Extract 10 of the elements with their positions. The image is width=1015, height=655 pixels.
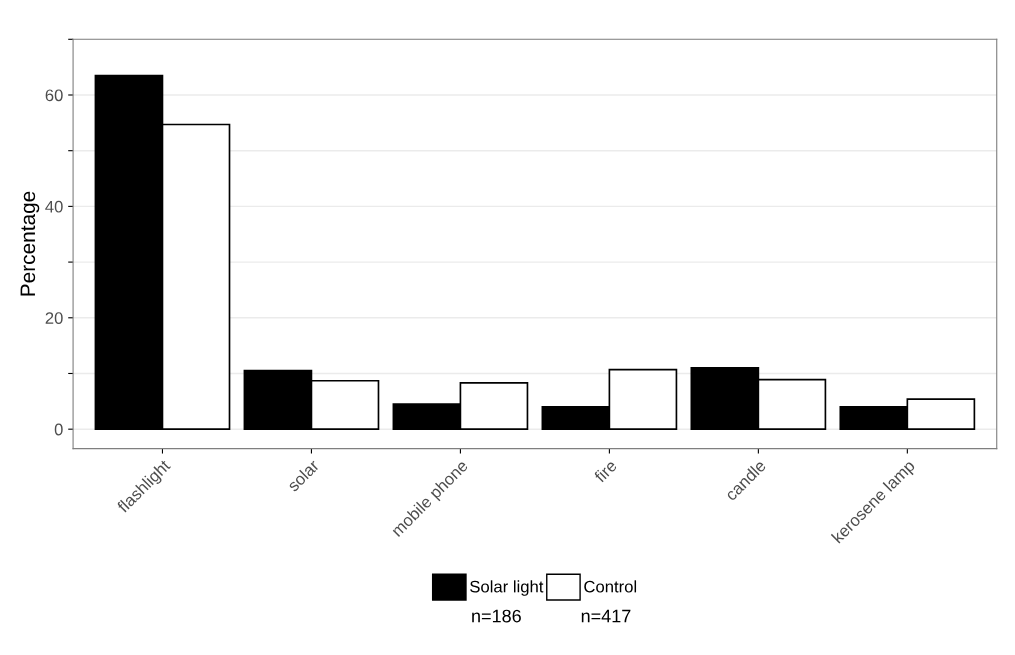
x-tick-label: fire [593, 458, 618, 484]
y-axis-title: Percentage [20, 191, 40, 296]
y-tick-label: 0 [54, 423, 63, 436]
text: n=186 [472, 609, 521, 623]
legend-label: Control [584, 580, 637, 593]
text: n=417 [581, 609, 631, 623]
y-tick-label: 20 [45, 312, 63, 324]
legend-label: Solar light [470, 580, 544, 596]
y-tick-label: 40 [45, 200, 63, 213]
y-tick-label: 60 [45, 89, 63, 102]
